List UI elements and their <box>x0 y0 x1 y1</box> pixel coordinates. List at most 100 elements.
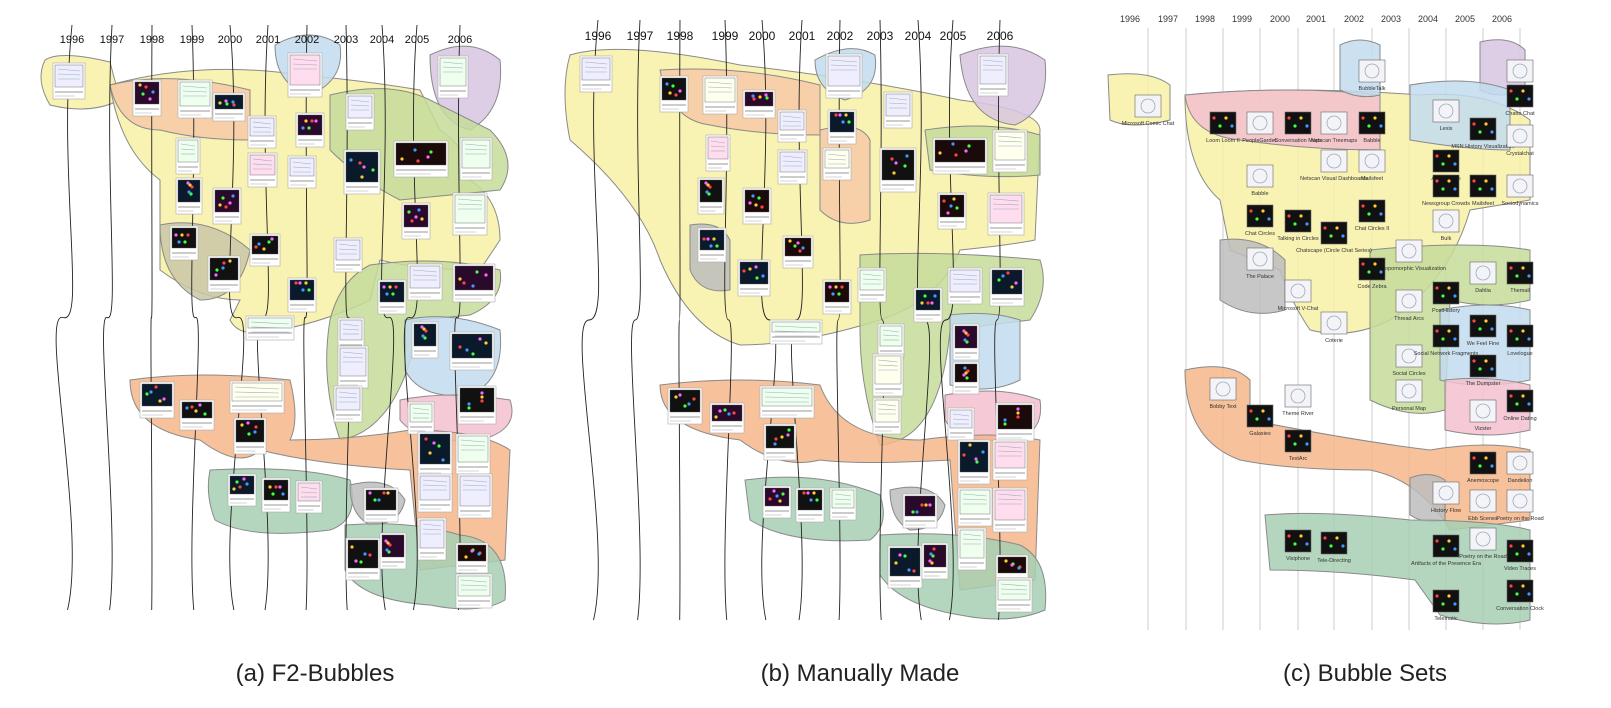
bubble-set-item: Code Zebra <box>1357 257 1387 290</box>
item-label: Themail <box>1510 288 1530 294</box>
item-label: Galaxies <box>1249 431 1271 437</box>
year-label-1996: 1996 <box>60 34 84 46</box>
year-label-2006: 2006 <box>987 29 1014 43</box>
year-label-2000: 2000 <box>1270 14 1290 24</box>
bubble-set-item: Talking in Circles <box>1277 209 1319 242</box>
bubble-green-mid <box>1369 244 1531 414</box>
bubble-set-item: Lexis <box>1432 99 1460 132</box>
thumbnail <box>417 431 453 477</box>
thumbnail <box>177 79 213 119</box>
thumbnail <box>932 137 988 175</box>
thumbnail <box>437 55 469 99</box>
bubble-set-item: Video Traces <box>1504 539 1536 572</box>
thumbnail <box>459 137 493 181</box>
thumbnail <box>709 402 745 434</box>
bubble-orange <box>659 379 1041 591</box>
item-label: Babble <box>1251 191 1268 197</box>
thumbnail <box>287 155 317 189</box>
item-label: Online Dating <box>1503 416 1536 422</box>
bubble-set-item: Social Circles <box>1392 344 1426 377</box>
thumbnail <box>417 473 453 513</box>
bubble-set-item: PostHistory <box>1432 281 1460 314</box>
thumbnail <box>989 267 1025 307</box>
thumbnail <box>992 487 1028 533</box>
item-label: Tele-Directing <box>1317 558 1351 564</box>
bubble-set-item: Personal Map <box>1392 379 1426 412</box>
thumbnail <box>212 187 242 225</box>
thumbnail <box>877 323 905 359</box>
thumbnail <box>659 75 689 113</box>
bubble-set-item: Dahlia <box>1469 261 1497 294</box>
item-label: Conversation Clock <box>1496 606 1544 612</box>
thumbnail <box>401 202 431 240</box>
item-label: Dandelion <box>1508 478 1533 484</box>
item-label: History Flow <box>1431 508 1461 514</box>
bubble-set-item: Bulk <box>1432 209 1460 242</box>
thumbnail <box>879 147 917 193</box>
item-label: PeopleGarden <box>1242 138 1277 144</box>
bubble-set-item: Conversation Clock <box>1496 579 1544 612</box>
thumbnail <box>759 385 815 419</box>
item-label: Microsoft Comic Chat <box>1122 121 1175 127</box>
item-label: Mailsfeet <box>1361 176 1383 182</box>
item-label: Visiphone <box>1286 556 1310 562</box>
bubble-set-item: Chatscape (Circle Chat Series) <box>1296 221 1372 254</box>
bubble-set-item: Ebb Scenes <box>1468 489 1498 522</box>
thumbnail <box>139 381 175 419</box>
caption-bubble-sets: (c) Bubble Sets <box>1282 660 1448 687</box>
year-divider-line <box>581 19 600 621</box>
thumbnail <box>247 115 277 149</box>
bubble-set-item: Chat Circles <box>1245 204 1275 237</box>
year-label-2001: 2001 <box>789 29 816 43</box>
thumbnail <box>947 267 983 305</box>
bubble-set-item: Chat Circles II <box>1355 199 1390 232</box>
year-label-2002: 2002 <box>827 29 854 43</box>
year-label-2006: 2006 <box>1492 14 1512 24</box>
year-label-1998: 1998 <box>140 34 164 46</box>
thumbnail <box>379 532 407 570</box>
item-label: The Palace <box>1246 274 1274 280</box>
panel-manually-made: 1996 1997 1998 1999 2000 2001 2002 2003 2004 2005… <box>564 19 1047 621</box>
thumbnail <box>363 487 399 523</box>
thumbnail <box>667 387 703 425</box>
thumbnail <box>957 527 987 571</box>
thumbnail <box>452 192 488 236</box>
thumbnail <box>333 385 363 423</box>
year-label-2000: 2000 <box>218 34 242 46</box>
item-label: Chat Circles <box>1245 231 1275 237</box>
item-label: Newsgroup Crowds <box>1422 201 1470 207</box>
thumbnail <box>455 573 493 609</box>
year-label-2004: 2004 <box>370 34 394 46</box>
bubble-set-item: Netscan Treemaps <box>1311 111 1357 144</box>
thumbnail <box>921 542 949 580</box>
thumbnail <box>827 109 857 145</box>
year-label-1996: 1996 <box>1120 14 1140 24</box>
year-label-1997: 1997 <box>100 34 124 46</box>
thumbnail <box>952 361 980 395</box>
year-label-2005: 2005 <box>405 34 429 46</box>
thumbnail <box>705 134 731 172</box>
panel-bubble-sets: 1996 1997 1998 1999 2000 2001 2002 2003 2004 2005… <box>1107 14 1544 630</box>
bubble-set-item: Microsoft V-Chat <box>1278 279 1319 312</box>
bubble-set-item: Telematic <box>1432 589 1460 622</box>
bubble-set-item: MSN History Visualization <box>1451 117 1515 150</box>
item-label: Code Zebra <box>1357 284 1387 290</box>
item-label: Theme River <box>1282 411 1314 417</box>
item-label: Social Circles <box>1392 371 1426 377</box>
thumbnail <box>697 227 727 263</box>
thumbnail <box>333 237 363 273</box>
bubble-set-item: Poetry on the Road <box>1496 489 1544 522</box>
year-label-2003: 2003 <box>1381 14 1401 24</box>
thumbnail <box>822 147 852 181</box>
item-label: Talking in Circles <box>1277 236 1319 242</box>
item-label: Poetry on the Road <box>1496 516 1543 522</box>
year-divider-line <box>678 19 681 621</box>
thumbnail <box>957 439 991 485</box>
thumbnail <box>737 259 771 297</box>
item-label: Mailsfeet <box>1472 201 1494 207</box>
item-label: TextArc <box>1289 456 1308 462</box>
thumbnail <box>902 493 938 529</box>
thumbnail <box>829 487 857 521</box>
bubble-set-item: Babble <box>1246 164 1274 197</box>
bubble-set-item: Dandelion <box>1506 451 1534 484</box>
